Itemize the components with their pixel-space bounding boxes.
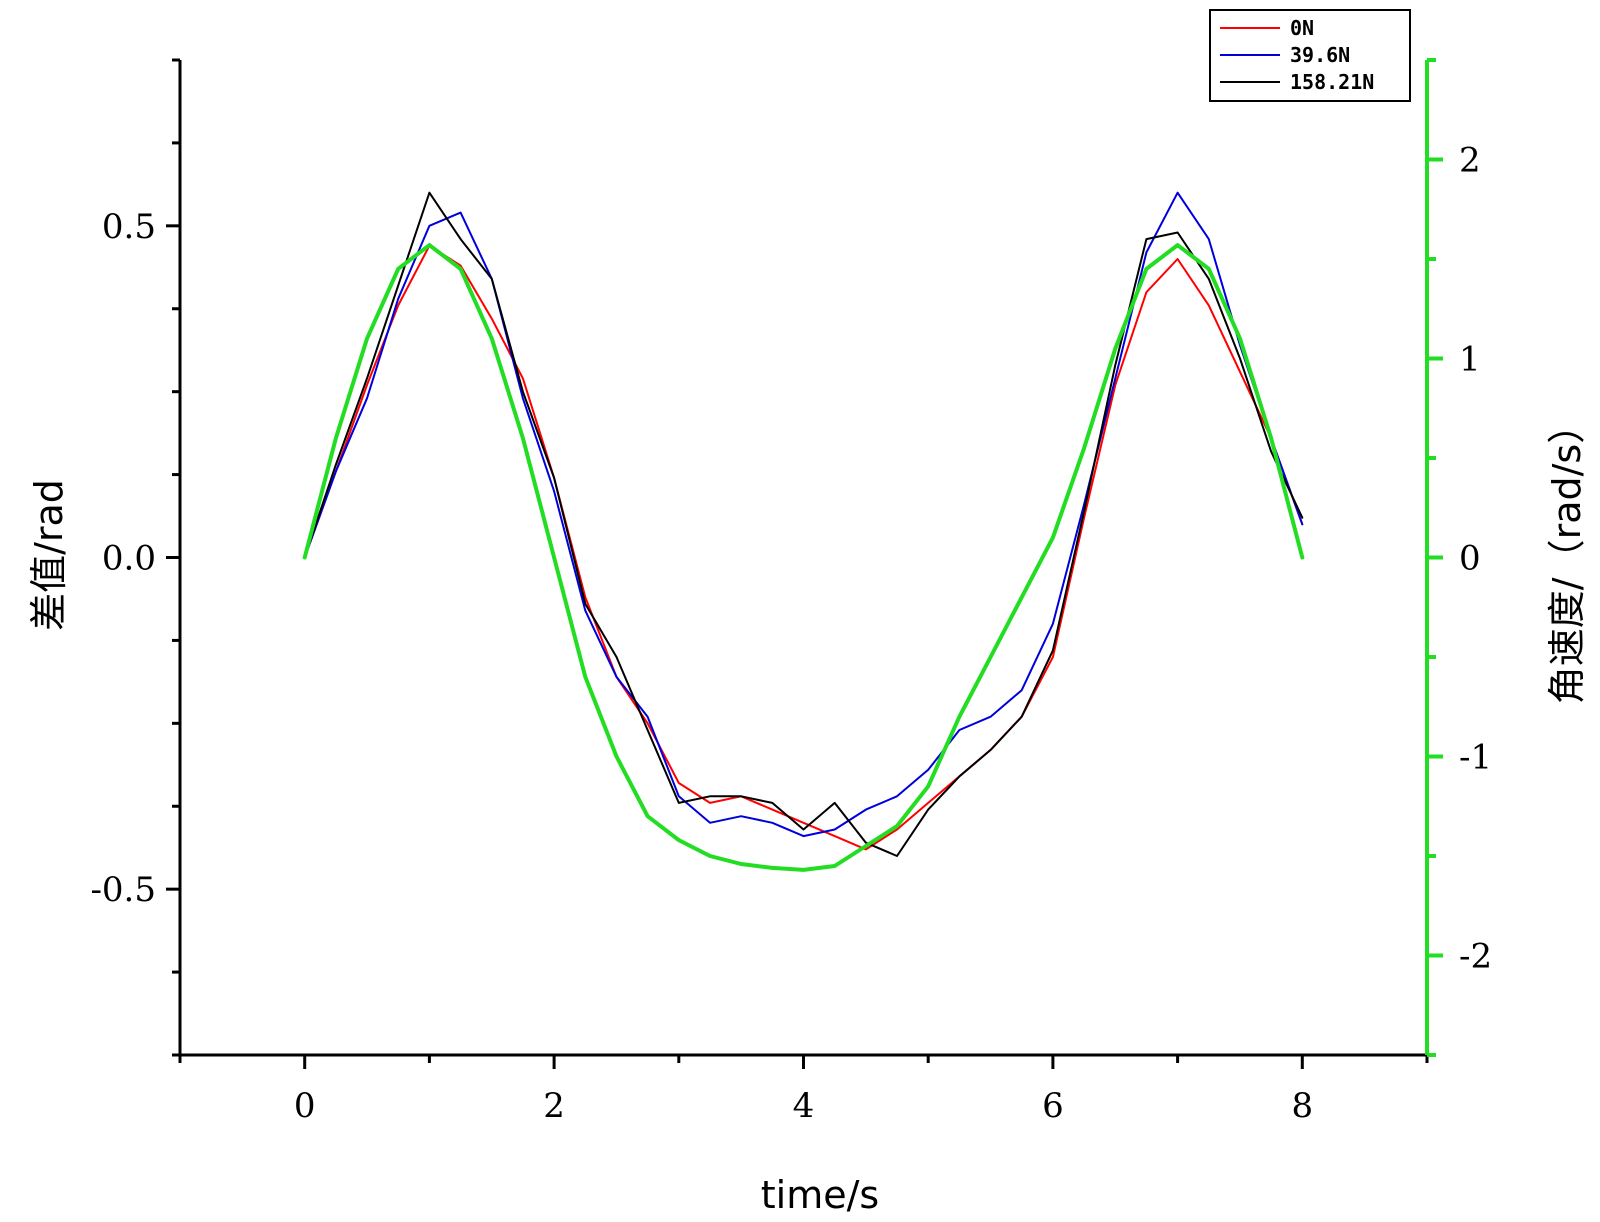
y2-tick-label: 1 [1459,340,1481,380]
y-tick-label: 0.5 [102,207,156,247]
x-tick-label: 2 [543,1086,565,1126]
legend-label: 0N [1290,16,1314,40]
axes: 0 2 4 6 8 0.5 0.0 -0.5 2 1 0 -1 -2 [90,58,1492,1126]
x-tick-label: 6 [1042,1086,1064,1126]
series-line-2 [303,191,1304,857]
x-tick-label: 8 [1291,1086,1313,1126]
angular-velocity-line [302,243,1305,872]
x-tick-label: 0 [294,1086,316,1126]
legend-label: 158.21N [1290,70,1374,94]
y2-tick-label: -2 [1459,937,1492,977]
y-axis-title: 差值/rad [27,479,71,631]
legend: 0N 39.6N 158.21N [1209,9,1411,102]
y-tick-label: 0.0 [102,539,156,579]
x-axis-title: time/s [761,1173,879,1217]
plot-area [302,191,1305,872]
y2-axis-title: 角速度/（rad/s） [1545,406,1589,704]
series-line-1 [303,191,1304,838]
y-tick-label: -0.5 [90,870,156,910]
series-line-0 [303,244,1304,851]
legend-label: 39.6N [1290,43,1350,67]
y2-tick-label: 0 [1459,539,1481,579]
x-tick-label: 4 [793,1086,815,1126]
y2-tick-label: -1 [1459,738,1492,778]
y2-tick-label: 2 [1459,141,1481,181]
